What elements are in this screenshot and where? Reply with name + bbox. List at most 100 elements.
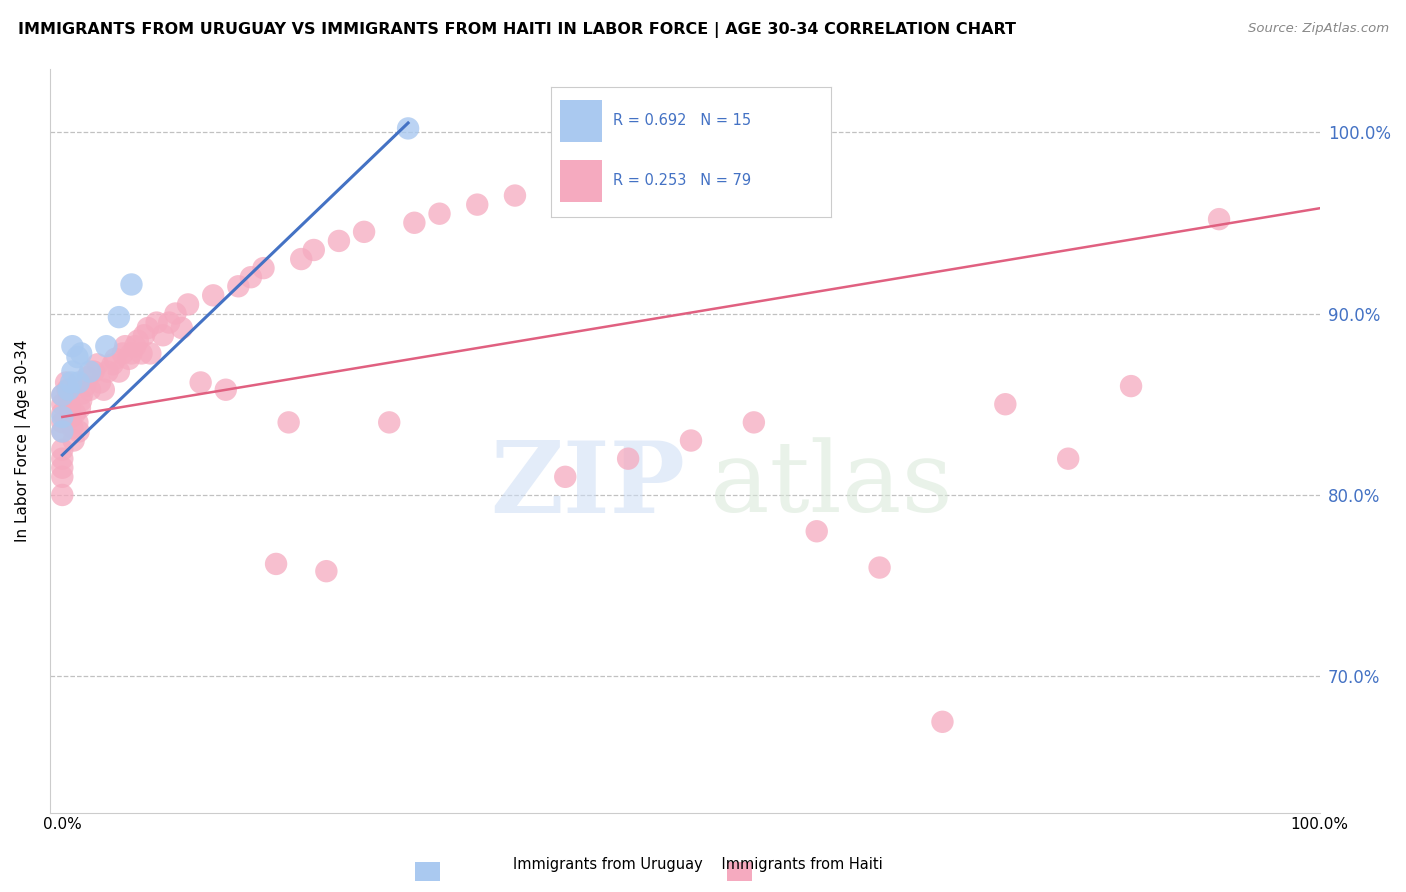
- Point: [51, 409, 73, 424]
- Text: IMMIGRANTS FROM URUGUAY VS IMMIGRANTS FROM HAITI IN LABOR FORCE | AGE 30-34 CORR: IMMIGRANTS FROM URUGUAY VS IMMIGRANTS FR…: [18, 22, 1017, 38]
- Point: [152, 328, 174, 343]
- Point: [51, 388, 73, 402]
- Point: [86, 357, 108, 371]
- Point: [139, 346, 162, 360]
- Point: [59, 401, 82, 415]
- Point: [96, 339, 118, 353]
- Point: [51, 425, 73, 439]
- Point: [73, 379, 96, 393]
- Point: [165, 306, 187, 320]
- Point: [70, 393, 93, 408]
- Point: [302, 243, 325, 257]
- Text: Immigrants from Uruguay: Immigrants from Uruguay: [513, 857, 703, 872]
- Point: [51, 416, 73, 430]
- Point: [58, 383, 80, 397]
- Point: [228, 279, 250, 293]
- Point: [58, 393, 80, 408]
- Point: [51, 406, 73, 420]
- Point: [869, 560, 891, 574]
- Point: [145, 316, 167, 330]
- Point: [66, 416, 89, 430]
- Point: [51, 460, 73, 475]
- Point: [51, 488, 73, 502]
- Point: [170, 321, 193, 335]
- Point: [51, 442, 73, 457]
- Point: [465, 197, 488, 211]
- Point: [67, 376, 90, 390]
- Point: [239, 270, 262, 285]
- Point: [79, 365, 101, 379]
- Point: [396, 121, 419, 136]
- Point: [277, 416, 299, 430]
- Point: [127, 334, 149, 348]
- Point: [51, 388, 73, 402]
- Point: [63, 406, 86, 420]
- Point: [51, 397, 73, 411]
- Point: [51, 425, 73, 439]
- Point: [742, 416, 765, 430]
- Point: [290, 252, 312, 266]
- Point: [111, 346, 134, 360]
- Point: [328, 234, 350, 248]
- Point: [89, 376, 111, 390]
- Point: [503, 188, 526, 202]
- Point: [101, 357, 124, 371]
- Text: Source: ZipAtlas.com: Source: ZipAtlas.com: [1249, 22, 1389, 36]
- Point: [104, 351, 127, 366]
- Point: [121, 277, 143, 292]
- Point: [136, 321, 159, 335]
- Point: [60, 421, 83, 435]
- Point: [69, 401, 91, 415]
- Point: [118, 351, 141, 366]
- Point: [70, 346, 93, 360]
- Point: [97, 365, 120, 379]
- Point: [994, 397, 1017, 411]
- Point: [177, 297, 200, 311]
- Point: [1208, 212, 1230, 227]
- Text: atlas: atlas: [710, 437, 953, 533]
- Point: [72, 386, 94, 401]
- Point: [679, 434, 702, 448]
- Point: [131, 346, 153, 360]
- Text: Immigrants from Haiti: Immigrants from Haiti: [703, 857, 883, 872]
- Point: [93, 383, 115, 397]
- Point: [264, 557, 287, 571]
- Point: [83, 365, 105, 379]
- Point: [60, 409, 83, 424]
- Point: [215, 383, 238, 397]
- Point: [1119, 379, 1142, 393]
- Point: [404, 216, 426, 230]
- Point: [202, 288, 225, 302]
- Point: [51, 451, 73, 466]
- Point: [378, 416, 401, 430]
- Point: [931, 714, 953, 729]
- Point: [67, 425, 90, 439]
- Point: [1057, 451, 1080, 466]
- Point: [108, 365, 131, 379]
- Point: [554, 470, 576, 484]
- Point: [315, 564, 337, 578]
- Y-axis label: In Labor Force | Age 30-34: In Labor Force | Age 30-34: [15, 339, 31, 541]
- Point: [617, 451, 640, 466]
- Point: [51, 470, 73, 484]
- Point: [252, 261, 274, 276]
- Point: [429, 207, 451, 221]
- Point: [60, 339, 83, 353]
- Point: [76, 370, 98, 384]
- Point: [108, 310, 131, 325]
- Point: [55, 376, 77, 390]
- Point: [56, 383, 79, 397]
- Point: [190, 376, 212, 390]
- Text: ZIP: ZIP: [489, 437, 685, 533]
- Point: [124, 339, 146, 353]
- Point: [806, 524, 828, 539]
- Point: [60, 376, 83, 390]
- Point: [66, 350, 89, 364]
- Point: [132, 328, 155, 343]
- Point: [114, 339, 136, 353]
- Point: [79, 383, 101, 397]
- Point: [353, 225, 375, 239]
- Point: [60, 365, 83, 379]
- Point: [121, 346, 143, 360]
- Point: [157, 316, 180, 330]
